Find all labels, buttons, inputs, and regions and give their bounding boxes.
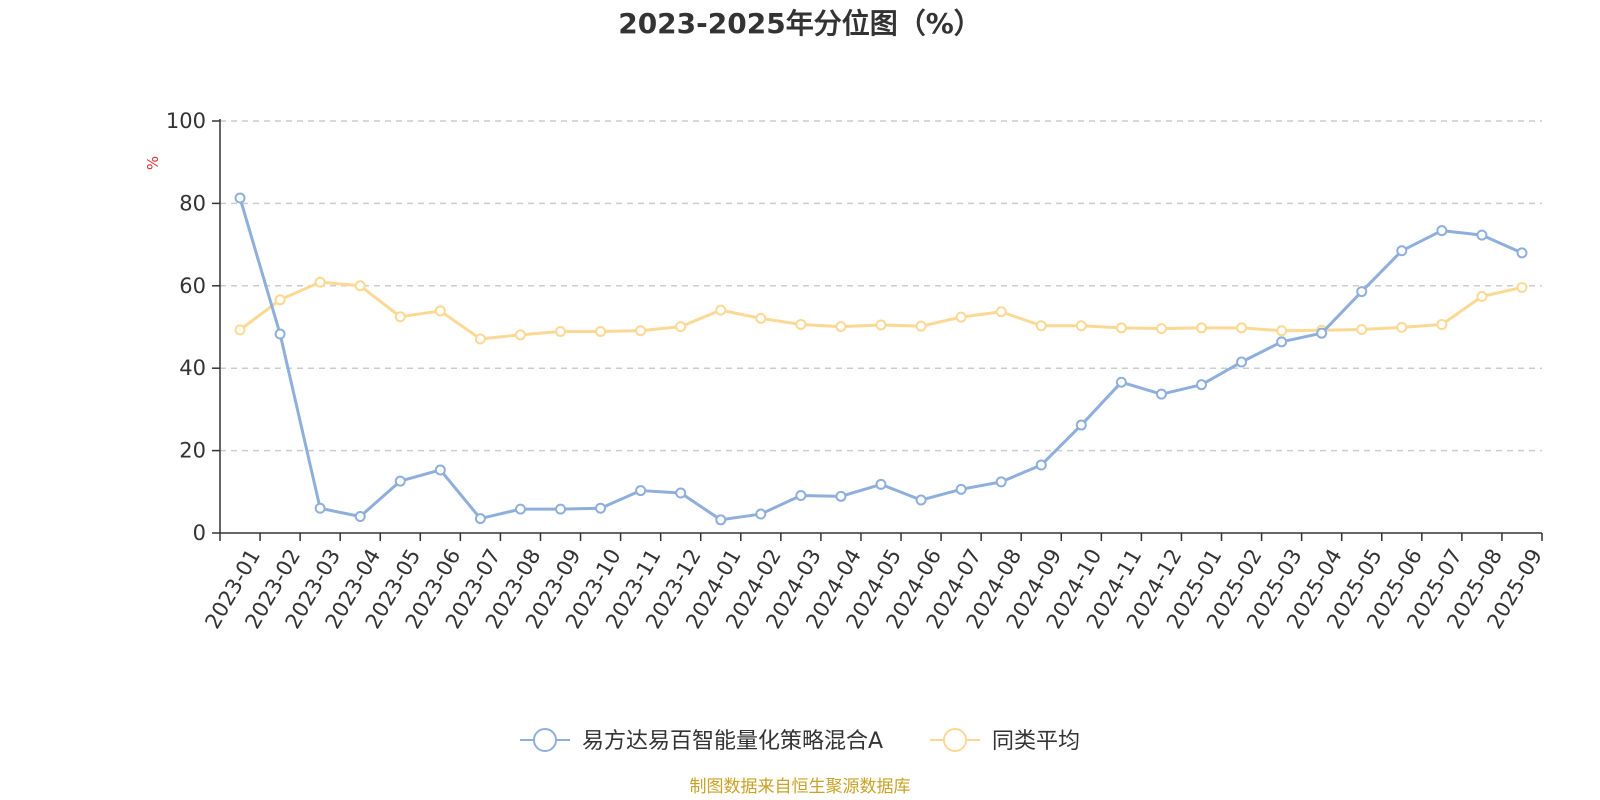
series-layer	[234, 192, 1528, 526]
data-point[interactable]	[394, 475, 406, 487]
data-point[interactable]	[955, 311, 967, 323]
data-point[interactable]	[1155, 323, 1167, 335]
data-point[interactable]	[835, 490, 847, 502]
data-point[interactable]	[314, 502, 326, 514]
data-point[interactable]	[995, 306, 1007, 318]
y-tick-label: 20	[179, 439, 206, 463]
axes	[212, 119, 1543, 541]
data-point[interactable]	[995, 476, 1007, 488]
data-point[interactable]	[1195, 379, 1207, 391]
data-point[interactable]	[234, 324, 246, 336]
data-point[interactable]	[1276, 325, 1288, 337]
data-point[interactable]	[354, 511, 366, 523]
data-point[interactable]	[1516, 247, 1528, 259]
data-source-note: 制图数据来自恒生聚源数据库	[690, 777, 911, 797]
data-point[interactable]	[1356, 286, 1368, 298]
data-point[interactable]	[1075, 419, 1087, 431]
series-line	[238, 197, 1523, 522]
series-group	[234, 192, 1528, 526]
data-point[interactable]	[434, 464, 446, 476]
y-tick-label: 80	[179, 191, 206, 215]
data-point[interactable]	[354, 280, 366, 292]
data-point[interactable]	[434, 305, 446, 317]
data-point[interactable]	[795, 490, 807, 502]
data-point[interactable]	[514, 503, 526, 515]
data-point[interactable]	[955, 483, 967, 495]
data-point[interactable]	[675, 321, 687, 333]
data-point[interactable]	[875, 319, 887, 331]
data-point[interactable]	[1075, 320, 1087, 332]
data-point[interactable]	[474, 513, 486, 525]
y-tick-label: 100	[166, 109, 206, 133]
data-point[interactable]	[1316, 327, 1328, 339]
y-tick-labels: 0 20 40 60 80 100	[166, 109, 206, 545]
x-tick-labels: 2023-012023-022023-032023-042023-052023-…	[200, 545, 1547, 633]
data-point[interactable]	[1035, 459, 1047, 471]
data-point[interactable]	[474, 333, 486, 345]
data-point[interactable]	[1276, 336, 1288, 348]
data-point[interactable]	[1476, 229, 1488, 241]
data-point[interactable]	[394, 311, 406, 323]
data-point[interactable]	[1436, 319, 1448, 331]
legend-label: 易方达易百智能量化策略混合A	[582, 729, 883, 754]
data-point[interactable]	[1195, 322, 1207, 334]
data-point[interactable]	[915, 320, 927, 332]
chart-title: 2023-2025年分位图（%）	[618, 7, 982, 40]
legend-circle-icon	[533, 728, 557, 752]
data-point[interactable]	[1356, 323, 1368, 335]
data-point[interactable]	[1516, 281, 1528, 293]
y-tick-label: 0	[193, 521, 206, 545]
legend-circle-icon	[943, 728, 967, 752]
legend-item[interactable]: 易方达易百智能量化策略混合A	[520, 728, 883, 754]
data-point[interactable]	[1115, 376, 1127, 388]
grid-lines	[220, 120, 1542, 452]
data-point[interactable]	[1035, 320, 1047, 332]
data-point[interactable]	[314, 276, 326, 288]
data-point[interactable]	[795, 319, 807, 331]
data-point[interactable]	[1236, 322, 1248, 334]
y-tick-label: 60	[179, 274, 206, 298]
data-point[interactable]	[675, 487, 687, 499]
data-point[interactable]	[1476, 291, 1488, 303]
legend-item[interactable]: 同类平均	[930, 728, 1080, 754]
data-point[interactable]	[635, 485, 647, 497]
data-point[interactable]	[595, 502, 607, 514]
data-point[interactable]	[1396, 245, 1408, 257]
data-point[interactable]	[875, 478, 887, 490]
data-point[interactable]	[1436, 225, 1448, 237]
y-axis-unit-label: %	[144, 156, 162, 170]
data-point[interactable]	[835, 321, 847, 333]
data-point[interactable]	[555, 326, 567, 338]
data-point[interactable]	[635, 325, 647, 337]
data-point[interactable]	[755, 312, 767, 324]
data-point[interactable]	[1115, 322, 1127, 334]
data-point[interactable]	[1155, 388, 1167, 400]
data-point[interactable]	[514, 329, 526, 341]
legend[interactable]: 易方达易百智能量化策略混合A 同类平均	[520, 728, 1080, 754]
data-point[interactable]	[1396, 321, 1408, 333]
legend-label: 同类平均	[992, 729, 1080, 754]
data-point[interactable]	[715, 304, 727, 316]
data-point[interactable]	[274, 328, 286, 340]
data-point[interactable]	[595, 326, 607, 338]
data-point[interactable]	[755, 508, 767, 520]
data-point[interactable]	[715, 514, 727, 526]
series-group	[234, 276, 1528, 345]
data-point[interactable]	[555, 503, 567, 515]
data-point[interactable]	[234, 192, 246, 204]
y-tick-label: 40	[179, 356, 206, 380]
data-point[interactable]	[1236, 356, 1248, 368]
data-point[interactable]	[915, 494, 927, 506]
data-point[interactable]	[274, 294, 286, 306]
